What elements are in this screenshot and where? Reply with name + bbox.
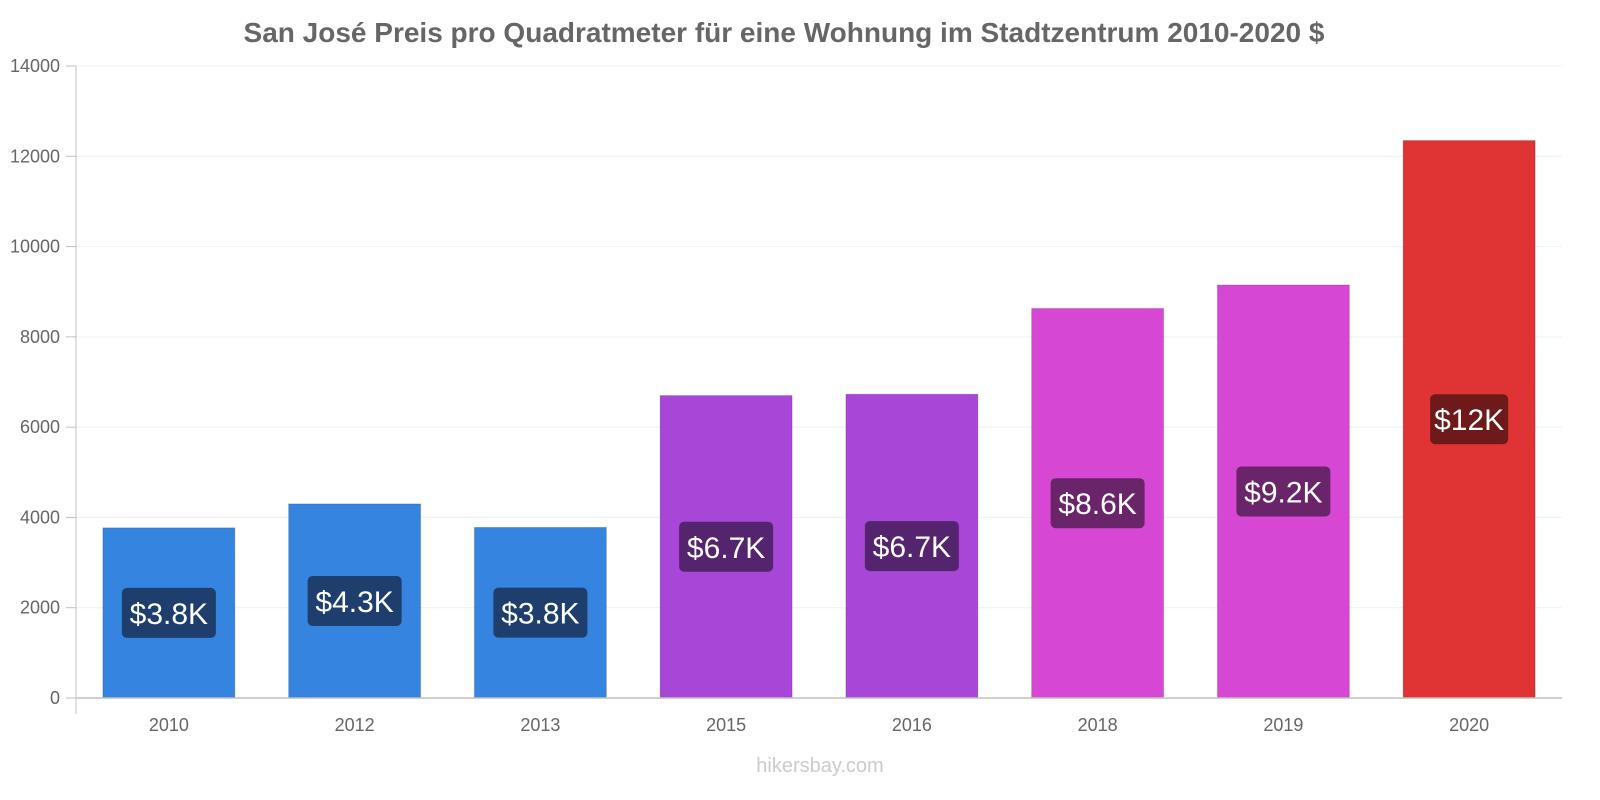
data-label-bg bbox=[121, 587, 216, 638]
x-tick-label: 2020 bbox=[1449, 715, 1489, 735]
y-tick-label: 6000 bbox=[20, 417, 60, 437]
footer-watermark: hikersbay.com bbox=[756, 755, 883, 777]
x-tick-label: 2015 bbox=[706, 715, 746, 735]
data-label-bg bbox=[864, 521, 959, 572]
y-tick-label: 10000 bbox=[10, 237, 60, 257]
x-tick-label: 2013 bbox=[520, 715, 560, 735]
x-tick-label: 2019 bbox=[1263, 715, 1303, 735]
x-tick-label: 2018 bbox=[1078, 715, 1118, 735]
y-tick-label: 14000 bbox=[10, 56, 60, 76]
y-tick-label: 4000 bbox=[20, 507, 60, 527]
data-labels: $3.8K $4.3K $3.8K $6.7K $6.7K $8.6K $9.2K $12K bbox=[121, 394, 1509, 638]
data-label: $6.7K bbox=[873, 531, 951, 564]
data-label: $3.8K bbox=[501, 598, 579, 631]
y-tick-label: 0 bbox=[50, 688, 60, 708]
data-label-bg bbox=[1430, 394, 1509, 445]
data-label: $12K bbox=[1434, 404, 1504, 437]
y-axis: 0 2000 4000 6000 8000 10000 12000 14000 bbox=[10, 56, 77, 714]
y-tick-label: 2000 bbox=[20, 598, 60, 618]
y-tick-label: 8000 bbox=[20, 327, 60, 347]
data-label-bg bbox=[1236, 466, 1331, 517]
data-label: $3.8K bbox=[130, 598, 208, 631]
x-axis: 2010 2012 2013 2015 2016 2018 2019 2020 bbox=[76, 697, 1562, 735]
y-tick-label: 12000 bbox=[10, 146, 60, 166]
data-label-bg bbox=[679, 521, 774, 572]
chart-title: San José Preis pro Quadratmeter für eine… bbox=[244, 17, 1325, 48]
x-tick-label: 2016 bbox=[892, 715, 932, 735]
x-tick-label: 2012 bbox=[335, 715, 375, 735]
data-label-bg bbox=[493, 587, 588, 638]
data-label-bg bbox=[307, 575, 402, 626]
data-label: $8.6K bbox=[1058, 488, 1136, 521]
x-tick-label: 2010 bbox=[149, 715, 189, 735]
data-label: $6.7K bbox=[687, 532, 765, 565]
data-label: $4.3K bbox=[315, 586, 393, 619]
data-label-bg bbox=[1050, 478, 1145, 529]
data-label: $9.2K bbox=[1244, 476, 1322, 509]
